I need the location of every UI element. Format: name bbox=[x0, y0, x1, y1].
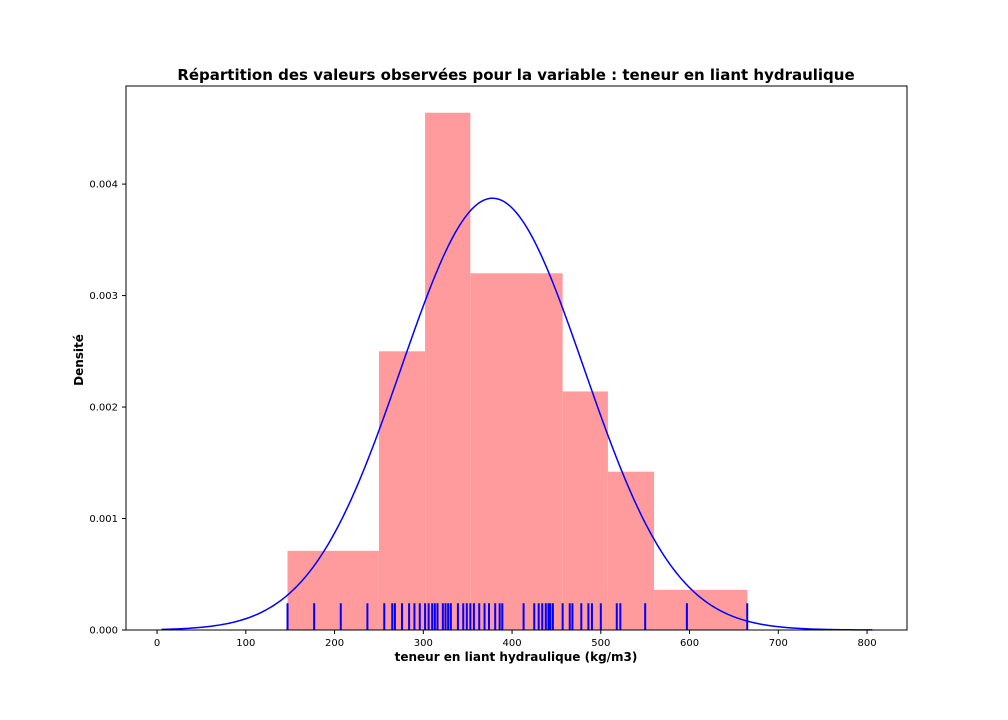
x-axis-ticks: 0 100 200 300 400 500 600 700 800 bbox=[154, 630, 877, 649]
x-tick-label: 200 bbox=[325, 638, 344, 649]
x-axis-label: teneur en liant hydraulique (kg/m3) bbox=[395, 650, 638, 664]
y-tick-label: 0.004 bbox=[89, 180, 118, 191]
y-tick-label: 0.003 bbox=[89, 291, 118, 302]
x-tick-label: 700 bbox=[769, 638, 788, 649]
histogram-bar bbox=[562, 391, 608, 630]
rug-marks bbox=[286, 603, 749, 630]
histogram-bars bbox=[287, 112, 748, 631]
y-axis-label: Densité bbox=[72, 334, 86, 386]
x-tick-label: 300 bbox=[414, 638, 433, 649]
x-tick-label: 800 bbox=[858, 638, 877, 649]
histogram-bar bbox=[470, 273, 563, 630]
histogram-bar bbox=[287, 550, 379, 630]
histogram-bar bbox=[378, 351, 426, 630]
x-tick-label: 100 bbox=[236, 638, 255, 649]
density-curve bbox=[161, 197, 873, 631]
x-tick-label: 400 bbox=[503, 638, 522, 649]
chart-title: Répartition des valeurs observées pour l… bbox=[177, 66, 854, 84]
x-tick-label: 500 bbox=[591, 638, 610, 649]
y-tick-label: 0.002 bbox=[89, 403, 118, 414]
y-axis-ticks: 0.000 0.001 0.002 0.003 0.004 bbox=[89, 180, 126, 637]
y-tick-label: 0.001 bbox=[89, 514, 118, 525]
histogram-bar bbox=[654, 589, 748, 630]
histogram-bar bbox=[425, 112, 471, 631]
y-tick-label: 0.000 bbox=[89, 626, 118, 637]
plot-frame bbox=[125, 85, 908, 631]
x-tick-label: 0 bbox=[154, 638, 160, 649]
histogram-bar bbox=[607, 471, 655, 630]
x-tick-label: 600 bbox=[680, 638, 699, 649]
